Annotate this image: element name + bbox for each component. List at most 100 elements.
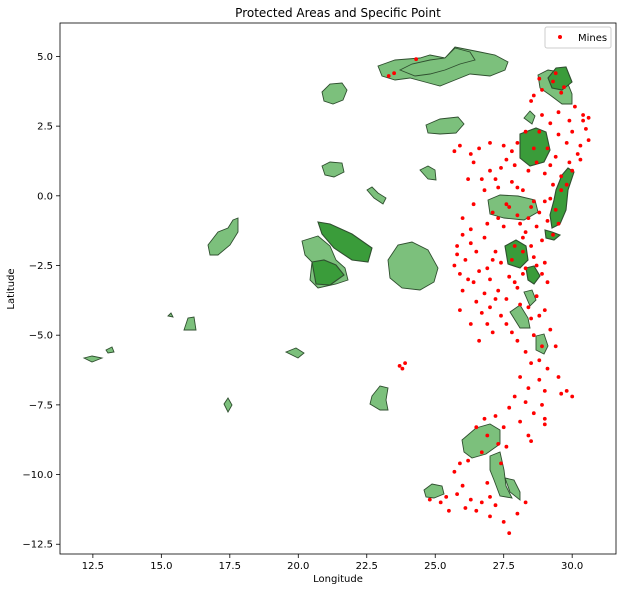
mine-point xyxy=(444,495,449,499)
mine-point xyxy=(452,263,457,268)
mine-point xyxy=(474,425,479,430)
mine-point xyxy=(488,141,492,145)
mine-point xyxy=(523,400,528,404)
mine-point xyxy=(523,350,528,354)
mine-point xyxy=(474,299,479,304)
y-tick-label: −5.0 xyxy=(29,331,53,342)
mine-point xyxy=(529,205,533,209)
mine-point xyxy=(490,258,495,262)
mine-point xyxy=(548,121,553,126)
mine-point xyxy=(493,177,498,182)
mine-point xyxy=(468,322,473,326)
mine-point xyxy=(485,322,490,326)
mine-point xyxy=(400,366,405,371)
mine-point xyxy=(551,232,555,237)
mine-point xyxy=(570,394,575,399)
y-tick-label: 0.0 xyxy=(37,191,53,202)
mine-point xyxy=(564,389,569,393)
mine-point xyxy=(485,481,490,485)
mine-point xyxy=(458,461,462,466)
mine-point xyxy=(507,531,512,535)
mine-point xyxy=(534,263,539,268)
mine-point xyxy=(507,405,512,410)
mine-point xyxy=(458,143,462,148)
protected-area-shape xyxy=(207,217,239,256)
mine-point xyxy=(559,391,564,396)
mine-point xyxy=(463,506,468,510)
mine-point xyxy=(499,461,503,466)
mine-point xyxy=(518,221,522,226)
protected-area-shape xyxy=(419,165,437,181)
mine-point xyxy=(477,338,481,343)
mine-point xyxy=(447,508,451,513)
mine-point xyxy=(542,416,547,421)
mine-point xyxy=(455,252,459,257)
mine-point xyxy=(485,433,490,438)
plot-background xyxy=(60,23,616,554)
mine-point xyxy=(584,126,588,131)
mine-point xyxy=(452,149,457,154)
mine-point xyxy=(518,419,522,424)
mine-point xyxy=(458,308,462,312)
mine-point xyxy=(510,180,514,184)
mine-point xyxy=(529,316,533,321)
protected-area-shape xyxy=(509,304,531,329)
mine-point xyxy=(488,514,492,519)
mine-point xyxy=(537,129,542,134)
mine-point xyxy=(551,182,555,187)
mine-point xyxy=(479,450,484,455)
mine-point xyxy=(477,269,481,273)
mine-point xyxy=(540,403,544,407)
mine-point xyxy=(452,469,457,474)
mine-point xyxy=(537,358,542,363)
mine-point xyxy=(499,260,503,265)
mine-point xyxy=(471,280,476,285)
mine-point xyxy=(479,311,484,315)
mine-point xyxy=(529,439,533,443)
mine-point xyxy=(397,364,402,368)
mine-point xyxy=(515,185,520,190)
protected-area-shape xyxy=(523,110,536,125)
legend-label-mines: Mines xyxy=(578,33,607,44)
mine-point xyxy=(460,288,465,293)
protected-area-shape xyxy=(223,397,233,413)
protected-area-shape xyxy=(284,347,305,359)
mine-point xyxy=(531,255,536,259)
mine-point xyxy=(556,132,561,137)
mine-point xyxy=(501,425,506,430)
mine-point xyxy=(482,416,487,421)
x-tick-label: 20.0 xyxy=(287,561,309,572)
mine-point xyxy=(485,266,490,271)
mine-point xyxy=(414,57,418,62)
y-tick-label: −7.5 xyxy=(29,400,53,411)
mine-point xyxy=(515,511,520,516)
mine-point xyxy=(463,258,468,262)
mine-point xyxy=(581,118,585,123)
x-tick-label: 27.5 xyxy=(493,561,515,572)
mine-point xyxy=(438,500,443,505)
mine-point xyxy=(515,338,520,343)
mine-point xyxy=(531,333,536,338)
protected-area-shape xyxy=(366,186,387,205)
mine-point xyxy=(510,330,514,335)
mine-point xyxy=(496,288,501,293)
mine-point xyxy=(512,163,517,168)
mine-point xyxy=(471,160,476,165)
protected-areas xyxy=(82,46,575,501)
protected-area-shape xyxy=(525,265,541,285)
mine-point xyxy=(488,495,492,499)
mine-point xyxy=(466,177,470,182)
mine-point xyxy=(562,85,566,89)
x-tick-label: 12.5 xyxy=(82,561,104,572)
mine-point xyxy=(460,232,465,237)
mine-point xyxy=(493,503,498,508)
mine-point xyxy=(567,160,572,165)
mine-point xyxy=(523,266,528,271)
mine-point xyxy=(403,361,407,365)
mine-point xyxy=(556,375,561,379)
mine-point xyxy=(531,146,536,151)
mine-point xyxy=(570,129,575,134)
mine-point xyxy=(531,93,536,98)
mine-point xyxy=(575,152,580,156)
mine-point xyxy=(581,113,585,117)
